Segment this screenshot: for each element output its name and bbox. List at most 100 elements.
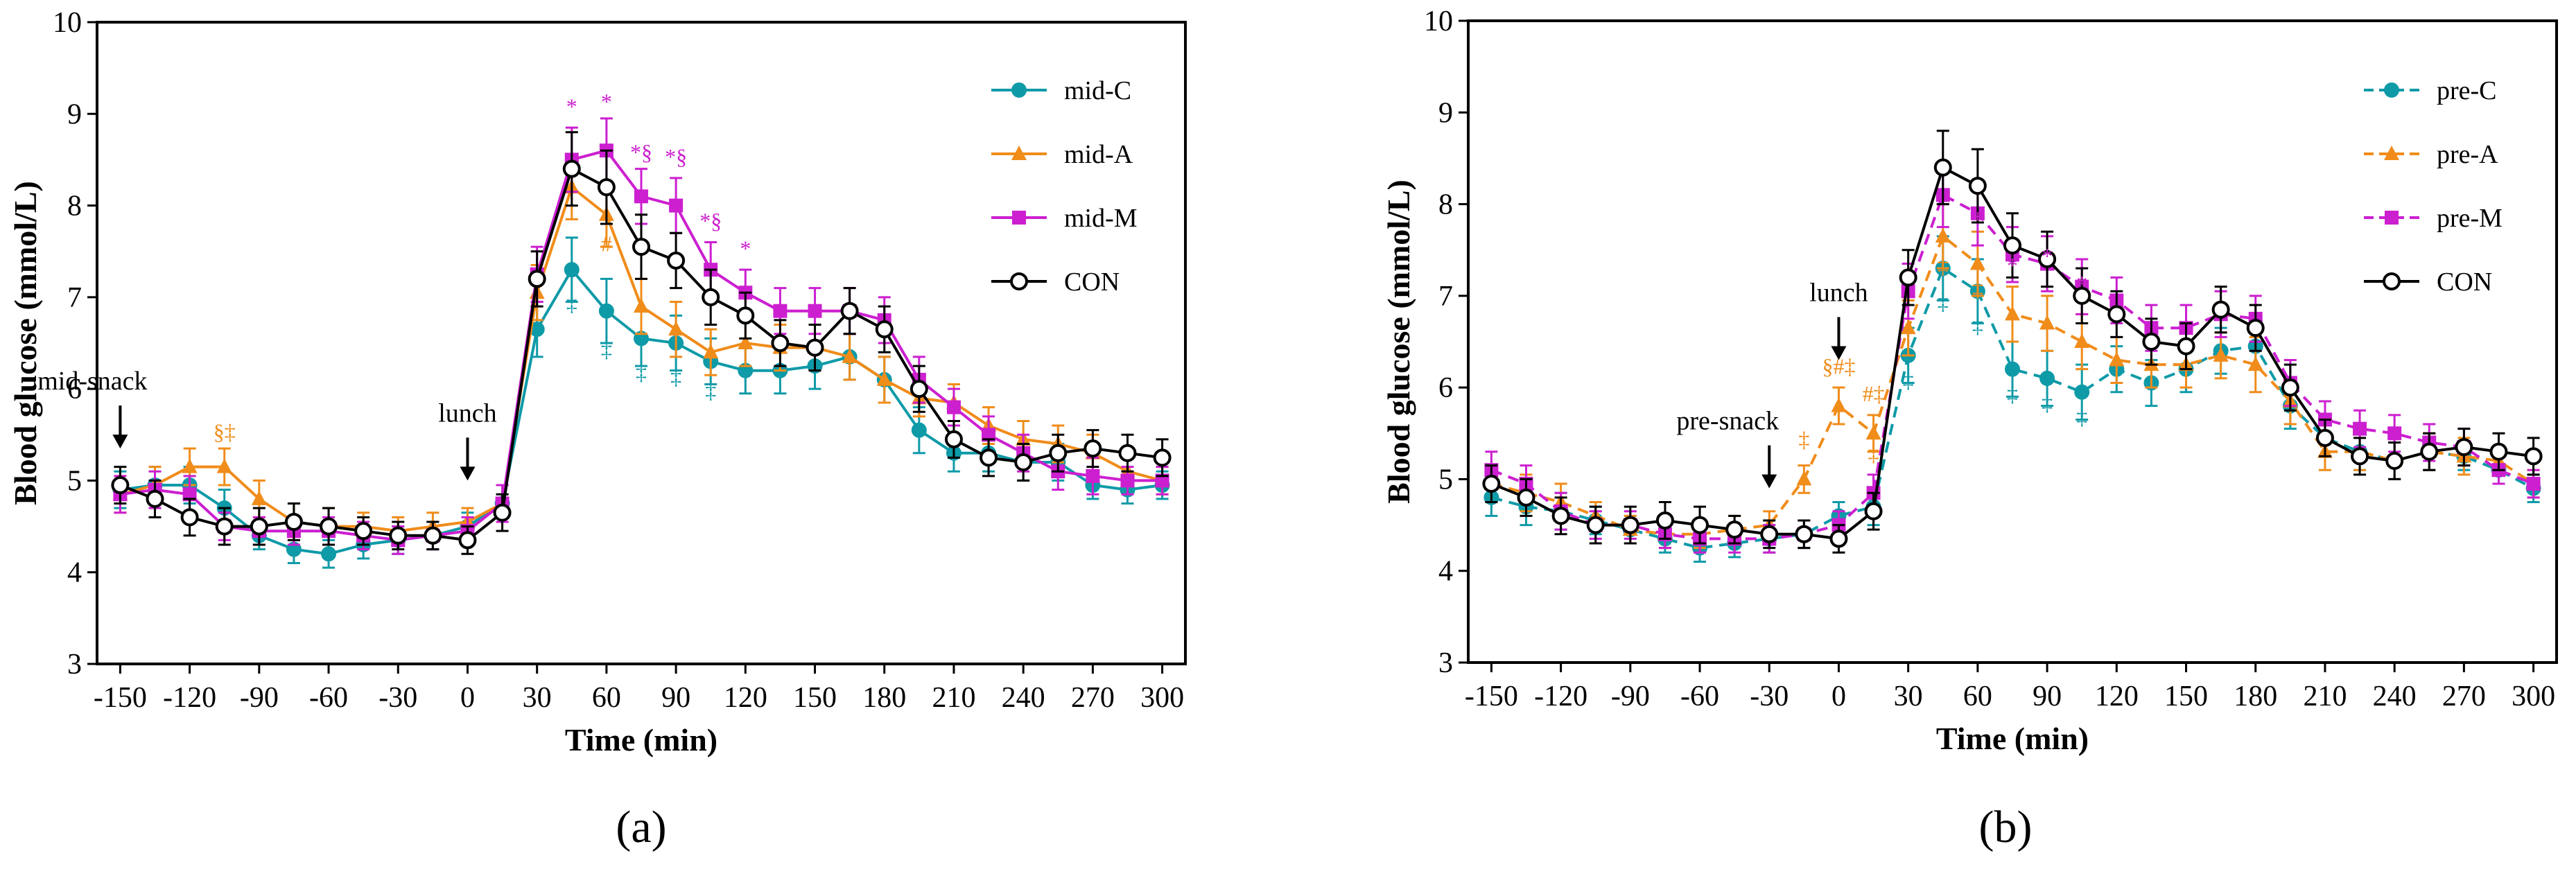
x-tick-label: 300 bbox=[1140, 682, 1184, 714]
x-tick-label: 240 bbox=[2373, 681, 2417, 712]
x-tick-label: 120 bbox=[2095, 681, 2139, 712]
data-point-CON bbox=[2351, 447, 2369, 466]
data-point-mid-M bbox=[773, 304, 787, 318]
y-axis-title: Blood glucose (mmol/L) bbox=[1381, 179, 1416, 504]
data-point-mid-M bbox=[182, 487, 197, 502]
y-tick-label: 3 bbox=[67, 649, 82, 681]
data-point-pre-A bbox=[2247, 356, 2263, 371]
significance-mark: # bbox=[601, 231, 612, 256]
significance-mark: ‡ bbox=[566, 291, 577, 316]
significance-mark: ‡ bbox=[601, 337, 612, 362]
arrow-label-lunch: lunch bbox=[1809, 278, 1868, 307]
data-point-mid-A bbox=[182, 458, 198, 473]
legend-label: pre-C bbox=[2437, 76, 2497, 105]
data-point-mid-C bbox=[564, 262, 580, 278]
y-axis-title: Blood glucose (mmol/L) bbox=[8, 181, 43, 505]
significance-mark: * bbox=[2007, 253, 2018, 278]
legend-item-CON: CON bbox=[2364, 268, 2492, 297]
series-CON bbox=[111, 131, 1172, 555]
significance-mark: * bbox=[1972, 207, 1983, 232]
data-point-CON bbox=[2211, 300, 2230, 319]
plot-frame bbox=[96, 21, 1187, 665]
data-point-CON bbox=[2107, 305, 2126, 324]
x-tick-label: 180 bbox=[2234, 681, 2277, 712]
data-point-CON bbox=[2281, 378, 2299, 397]
y-tick-label: 3 bbox=[1438, 647, 1453, 679]
data-point-CON bbox=[2385, 451, 2404, 470]
data-point-CON bbox=[1725, 520, 1744, 539]
significance-mark: ‡ bbox=[1903, 367, 1914, 392]
data-point-pre-C bbox=[2005, 361, 2020, 377]
arrow-label-lunch: lunch bbox=[438, 398, 496, 428]
legend-item-mid-A: mid-A bbox=[991, 140, 1133, 169]
x-tick-label: 300 bbox=[2512, 681, 2555, 712]
y-tick-label: 7 bbox=[1438, 281, 1453, 313]
data-point-CON bbox=[1014, 453, 1033, 471]
y-tick-label: 7 bbox=[67, 282, 82, 314]
data-point-CON bbox=[250, 517, 268, 536]
data-point-CON bbox=[944, 430, 963, 448]
data-point-pre-A bbox=[2039, 315, 2055, 330]
significance-mark: ‡ bbox=[670, 365, 681, 389]
legend-label: pre-M bbox=[2437, 204, 2503, 233]
x-tick-label: -150 bbox=[94, 682, 147, 714]
y-tick-label: 10 bbox=[1424, 6, 1453, 37]
y-tick-label: 5 bbox=[1438, 464, 1453, 496]
significance-mark: * bbox=[2076, 271, 2087, 296]
legend-item-pre-C: pre-C bbox=[2364, 76, 2497, 105]
x-tick-label: 270 bbox=[1071, 682, 1115, 714]
data-point-mid-M bbox=[634, 189, 648, 204]
legend-label: mid-C bbox=[1064, 76, 1131, 105]
x-tick-label: 210 bbox=[2303, 681, 2347, 712]
data-point-CON bbox=[1084, 439, 1102, 458]
data-point-CON bbox=[1586, 516, 1605, 534]
data-point-pre-M bbox=[2387, 426, 2402, 441]
legend-marker bbox=[2385, 211, 2399, 225]
data-point-CON bbox=[180, 508, 199, 527]
x-tick-label: 90 bbox=[661, 682, 690, 714]
data-point-mid-A bbox=[216, 458, 232, 473]
x-tick-label: -60 bbox=[1680, 681, 1719, 712]
legend-marker bbox=[1011, 82, 1027, 98]
data-point-mid-M bbox=[982, 428, 996, 442]
plot-frame bbox=[1467, 19, 2558, 664]
data-point-CON bbox=[1551, 507, 1570, 525]
x-tick-label: -90 bbox=[1611, 681, 1650, 712]
data-point-CON bbox=[1153, 448, 1172, 467]
x-tick-label: 0 bbox=[1831, 681, 1846, 712]
data-point-mid-A bbox=[703, 344, 719, 359]
legend-marker bbox=[1010, 272, 1028, 290]
data-point-CON bbox=[528, 270, 546, 288]
data-point-mid-M bbox=[1155, 473, 1169, 488]
data-point-CON bbox=[2073, 286, 2091, 305]
data-point-CON bbox=[320, 517, 338, 536]
legend-label: mid-M bbox=[1064, 204, 1138, 233]
data-point-mid-C bbox=[321, 546, 337, 562]
data-point-mid-A bbox=[876, 371, 892, 386]
data-point-CON bbox=[424, 526, 442, 545]
data-point-pre-A bbox=[1796, 471, 1812, 486]
panel-label: (b) bbox=[1979, 802, 2033, 852]
data-point-pre-C bbox=[2039, 370, 2055, 386]
data-point-mid-M bbox=[669, 198, 684, 213]
data-point-CON bbox=[2489, 442, 2508, 461]
data-point-CON bbox=[2003, 236, 2021, 255]
y-tick-label: 6 bbox=[67, 374, 82, 405]
data-point-CON bbox=[1517, 488, 1535, 507]
data-point-CON bbox=[1049, 444, 1068, 462]
data-point-CON bbox=[1864, 502, 1883, 520]
significance-mark: ‡ bbox=[1938, 290, 1949, 315]
legend: pre-C pre-A pre-M CON bbox=[2364, 76, 2503, 297]
data-point-mid-M bbox=[1120, 473, 1135, 488]
x-tick-label: 30 bbox=[1894, 681, 1923, 712]
data-point-CON bbox=[1118, 444, 1137, 462]
significance-mark: ‡ bbox=[1938, 253, 1949, 278]
significance-mark: ‡ bbox=[705, 378, 716, 403]
data-point-mid-A bbox=[842, 348, 858, 363]
data-point-mid-M bbox=[808, 304, 822, 318]
data-point-mid-M bbox=[1086, 468, 1100, 483]
x-tick-label: 240 bbox=[1002, 682, 1045, 714]
significance-mark: *§ bbox=[630, 139, 652, 164]
